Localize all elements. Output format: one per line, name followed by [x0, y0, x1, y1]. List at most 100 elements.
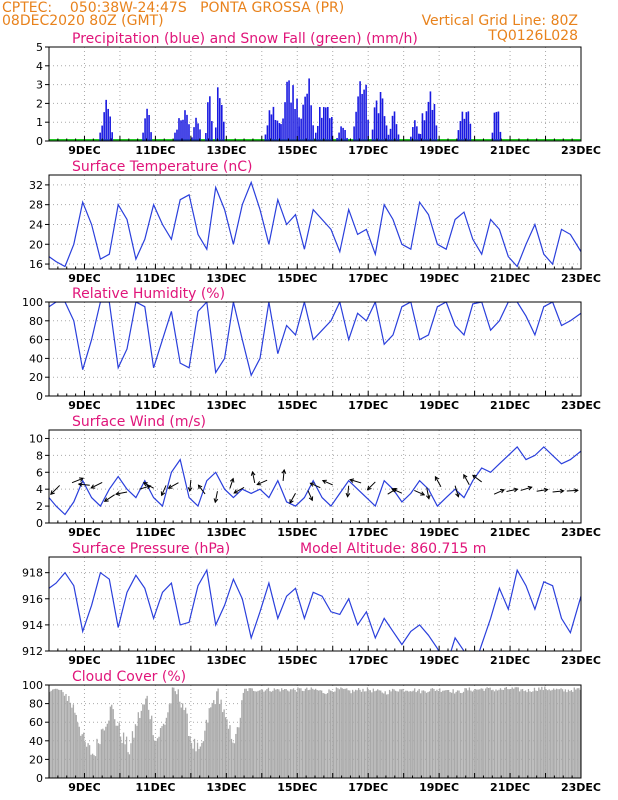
precip-bar — [188, 124, 190, 141]
cloud-bar — [490, 690, 493, 778]
cloud-bar — [239, 717, 241, 778]
cloud-bar — [226, 719, 228, 778]
cloud-bar — [93, 755, 95, 778]
cloud-bar — [74, 712, 76, 778]
precip-bar — [346, 137, 348, 141]
wind-arrow-head — [349, 478, 355, 483]
wind-arrow — [143, 482, 154, 489]
precip-bar — [109, 116, 111, 141]
cloud-bar — [579, 689, 581, 778]
wind-arrow-head — [308, 496, 314, 502]
precip-bar — [338, 132, 340, 141]
cloud-bar — [94, 756, 97, 778]
wind-arrow-head — [391, 487, 397, 493]
precip-bar — [427, 101, 430, 141]
cloud-bar — [391, 688, 394, 778]
wind-arrow-head — [321, 479, 327, 485]
precip-bar — [304, 96, 306, 141]
cloud-bar — [143, 704, 145, 778]
cloud-bar — [557, 689, 559, 778]
cloud-bar — [477, 689, 479, 778]
cloud-bar — [331, 690, 333, 778]
cloud-bar — [130, 743, 132, 778]
panel-rh: Relative Humidity (%) 0 20 40 60 80 100 9DEC 11D… — [22, 286, 601, 412]
precip-bar — [142, 132, 144, 141]
cloud-bar — [323, 693, 326, 778]
cloud-bar — [425, 692, 428, 778]
cloud-bar — [264, 690, 267, 778]
x-tick-label: 23DEC — [561, 144, 601, 157]
plot-area-precip — [49, 78, 581, 141]
cloud-bar — [467, 690, 469, 778]
cloud-bar — [526, 692, 528, 778]
precip-bar — [199, 129, 201, 141]
cloud-bar — [473, 690, 475, 778]
wind-arrow — [310, 482, 321, 489]
precip-bar — [280, 124, 282, 141]
cloud-bar — [90, 754, 92, 778]
cloud-bar — [544, 686, 546, 778]
cloud-bar — [484, 688, 487, 778]
precip-bar — [379, 91, 382, 141]
cloud-bar — [529, 691, 531, 778]
y-tick-label: 60 — [29, 334, 43, 347]
cloud-bar — [452, 689, 454, 778]
cloud-bar — [362, 688, 364, 778]
y-tick-label: 60 — [29, 716, 43, 729]
cloud-bar — [80, 735, 82, 778]
cloud-bar — [207, 722, 209, 778]
plot-area-pres — [49, 568, 581, 651]
wind-arrow — [414, 489, 425, 496]
cloud-bar — [480, 688, 482, 778]
cloud-bar — [180, 707, 182, 778]
precip-bar — [292, 85, 294, 141]
precip-bar — [312, 125, 314, 141]
cloud-bar — [501, 689, 503, 778]
cloud-bar — [254, 691, 256, 778]
cloud-bar — [50, 690, 52, 778]
cloud-bar — [384, 691, 386, 778]
cloud-bar — [278, 689, 280, 778]
cloud-bar — [542, 690, 544, 778]
cloud-bar — [312, 688, 314, 778]
cloud-bar — [319, 690, 321, 778]
y-tick-label: 16 — [29, 258, 43, 271]
cloud-bar — [189, 736, 191, 778]
cloud-bar — [510, 689, 512, 778]
wind-arrow — [252, 471, 256, 484]
panel-title-rh: Relative Humidity (%) — [72, 286, 225, 302]
cloud-bar — [164, 724, 166, 778]
y-tick-label: 20 — [29, 753, 43, 766]
header-location: CPTEC: 050:38W-24:47S PONTA GROSSA (PR) — [2, 0, 344, 16]
panel-title-cloud: Cloud Cover (%) — [72, 669, 186, 685]
wind-arrow — [367, 481, 376, 491]
cloud-bar — [297, 687, 299, 778]
wind-arrow-head — [543, 487, 549, 493]
cloud-bar — [185, 707, 187, 778]
wind-arrow — [257, 479, 268, 486]
cloud-bar — [431, 688, 434, 778]
series-line-wind — [49, 445, 581, 516]
cloud-bar — [139, 717, 141, 778]
wind-arrow — [229, 478, 234, 489]
cloud-bar — [217, 688, 219, 778]
cloud-bar — [464, 688, 466, 778]
precip-bar — [222, 121, 225, 141]
precip-bar — [355, 111, 357, 141]
cloud-bar — [284, 689, 286, 778]
cloud-bar — [142, 704, 144, 778]
precip-bar — [395, 124, 398, 141]
x-tick-label: 19DEC — [419, 144, 459, 157]
precip-bar — [205, 133, 207, 141]
x-tick-label: 19DEC — [419, 654, 459, 667]
x-tick-label: 9DEC — [68, 781, 100, 794]
precip-bar — [111, 132, 113, 141]
precip-bar — [497, 111, 500, 141]
precip-bar — [284, 102, 286, 141]
cloud-bar — [91, 753, 94, 778]
precip-bar — [425, 111, 428, 141]
wind-arrow-head — [167, 484, 173, 489]
precip-bar — [363, 89, 365, 141]
cloud-bar — [442, 690, 444, 778]
cloud-bar — [298, 688, 301, 778]
